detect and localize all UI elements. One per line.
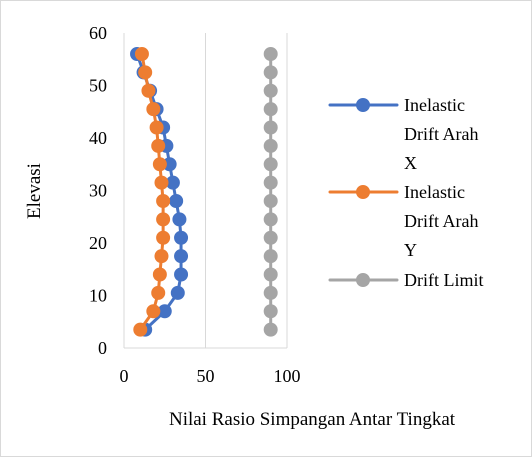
y-tick-label: 0 (98, 338, 107, 358)
legend-label-1: Inelastic (404, 95, 465, 115)
series-point-3 (263, 322, 278, 337)
series-point-2 (156, 230, 171, 245)
series-point-3 (263, 102, 278, 117)
series-point-1 (172, 212, 187, 227)
series-point-3 (263, 304, 278, 319)
legend-marker-3 (356, 273, 370, 287)
series-point-3 (263, 249, 278, 264)
legend-marker-1 (356, 98, 370, 112)
series-point-1 (174, 230, 189, 245)
series-point-1 (169, 194, 184, 208)
series-line-1 (135, 52, 183, 332)
series-point-3 (263, 47, 278, 61)
series-point-1 (174, 249, 189, 264)
legend-label-3: Drift Limit (404, 270, 484, 290)
series-point-3 (263, 157, 278, 172)
series-layer (130, 47, 278, 337)
series-point-3 (263, 138, 278, 153)
series-point-2 (154, 175, 169, 190)
legend-label-2: Inelastic (404, 182, 465, 202)
series-point-3 (263, 83, 278, 98)
y-tick-label: 50 (89, 76, 107, 96)
y-axis-title: Elevasi (24, 163, 45, 219)
y-tick-label: 60 (89, 23, 107, 43)
series-point-3 (263, 230, 278, 245)
series-point-2 (133, 322, 148, 337)
y-tick-label: 30 (89, 181, 107, 201)
series-point-2 (156, 212, 171, 227)
series-point-2 (146, 304, 161, 319)
x-tick-label: 100 (274, 366, 301, 386)
x-axis-title: Nilai Rasio Simpangan Antar Tingkat (169, 409, 456, 430)
legend-label-2: Y (404, 240, 417, 260)
legend-label-2: Drift Arah (404, 211, 478, 231)
series-point-3 (263, 175, 278, 190)
legend-label-1: Drift Arah (404, 124, 478, 144)
series-point-2 (134, 47, 149, 61)
x-tick-label: 50 (197, 366, 215, 386)
legend: Inelastic Drift Arah X Inelastic Drift Arah Y… (328, 95, 484, 290)
label-layer: Elevasi Nilai Rasio Simpangan Antar Ting… (24, 163, 456, 430)
series-point-3 (263, 267, 278, 282)
series-point-3 (263, 194, 278, 208)
series-point-2 (149, 120, 164, 135)
series-point-3 (263, 285, 278, 300)
series-point-1 (170, 285, 185, 300)
y-tick-label: 40 (89, 128, 107, 148)
legend-label-1: X (404, 153, 417, 173)
series-point-2 (141, 83, 156, 98)
series-point-3 (263, 120, 278, 135)
series-point-2 (146, 102, 161, 117)
series-point-3 (263, 212, 278, 227)
y-tick-label: 20 (89, 233, 107, 253)
series-point-1 (174, 267, 189, 282)
axis-layer: 0 50 100 0 10 20 30 40 50 60 (89, 23, 301, 386)
series-point-2 (152, 267, 167, 282)
y-tick-label: 10 (89, 286, 107, 306)
series-point-2 (151, 138, 166, 153)
series-point-2 (151, 285, 166, 300)
series-point-2 (154, 249, 169, 264)
legend-marker-2 (356, 185, 370, 199)
grid-layer (205, 33, 288, 348)
series-point-3 (263, 65, 278, 80)
series-line-2 (138, 52, 165, 332)
series-point-2 (152, 157, 167, 172)
series-point-2 (156, 194, 171, 208)
series-point-2 (138, 65, 153, 80)
x-tick-label: 0 (120, 366, 129, 386)
